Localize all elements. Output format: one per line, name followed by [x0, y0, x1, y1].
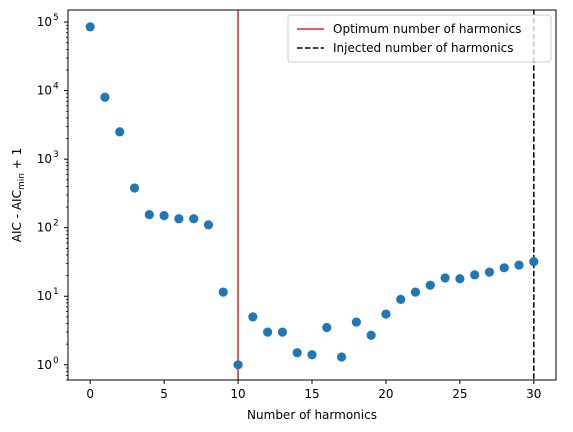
y-tick-exponent: 4 — [53, 82, 59, 92]
data-point — [440, 273, 450, 283]
data-point — [129, 183, 140, 193]
legend-label-optimum: Optimum number of harmonics — [333, 22, 521, 36]
y-tick-exponent: 5 — [53, 13, 59, 23]
data-point — [381, 309, 391, 319]
y-tick-label: 105 — [37, 13, 59, 29]
data-point — [159, 211, 169, 221]
data-point — [366, 330, 376, 340]
y-tick-label: 104 — [37, 82, 59, 98]
y-tick-label: 102 — [37, 219, 59, 235]
data-point — [115, 127, 125, 137]
data-point — [514, 260, 524, 270]
y-tick-label: 103 — [37, 150, 59, 166]
data-point — [85, 22, 95, 32]
data-point — [292, 348, 302, 358]
data-point — [307, 350, 317, 360]
data-point — [425, 280, 435, 290]
x-axis-ticks: 0 5 10 15 20 25 30 — [86, 380, 541, 401]
x-tick-label: 10 — [230, 387, 245, 401]
y-axis-label: AIC - AICmin + 1 — [10, 148, 27, 243]
data-point — [336, 352, 347, 362]
data-point — [410, 287, 421, 297]
points-layer — [85, 22, 539, 370]
data-point — [203, 220, 214, 230]
data-point — [470, 270, 480, 280]
y-tick-label: 101 — [37, 287, 59, 303]
data-point — [263, 327, 273, 337]
data-point — [233, 360, 243, 370]
data-point — [529, 257, 539, 267]
data-point — [277, 327, 288, 337]
data-point — [174, 214, 184, 224]
data-point — [189, 214, 199, 224]
x-axis-label: Number of harmonics — [247, 408, 377, 422]
data-point — [322, 322, 332, 333]
legend: Optimum number of harmonics Injected num… — [287, 14, 552, 63]
data-point — [351, 317, 361, 327]
y-tick-exponent: 2 — [53, 219, 59, 229]
y-tick-label: 100 — [37, 356, 59, 372]
x-tick-label: 0 — [86, 387, 94, 401]
data-point — [248, 312, 258, 322]
x-tick-label: 15 — [304, 387, 319, 401]
data-point — [218, 287, 228, 297]
data-point — [455, 274, 465, 284]
data-point — [100, 92, 110, 102]
x-tick-label: 20 — [378, 387, 393, 401]
legend-box — [287, 14, 552, 63]
x-tick-label: 5 — [160, 387, 168, 401]
x-tick-label: 30 — [526, 387, 541, 401]
plot-frame — [67, 9, 557, 381]
y-tick-exponent: 0 — [53, 356, 59, 366]
data-point — [144, 210, 154, 220]
y-tick-exponent: 1 — [53, 287, 59, 297]
data-point — [396, 294, 406, 304]
legend-label-injected: Injected number of harmonics — [333, 41, 514, 55]
y-tick-exponent: 3 — [53, 150, 59, 160]
vlines-layer — [237, 10, 535, 380]
data-point — [484, 267, 495, 277]
data-point — [499, 263, 509, 273]
x-tick-label: 25 — [452, 387, 467, 401]
